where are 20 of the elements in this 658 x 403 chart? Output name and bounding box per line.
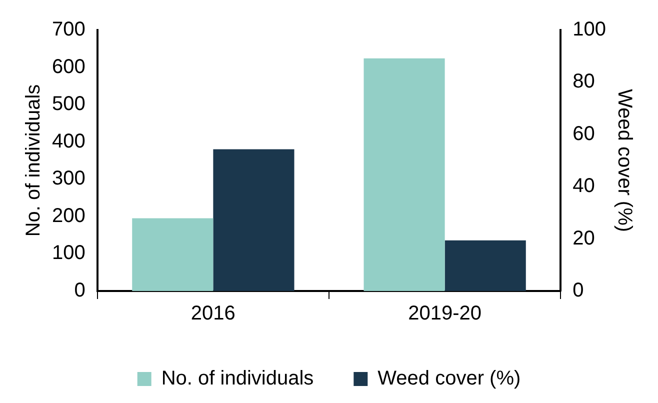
x-tick-label: 2016: [190, 302, 236, 325]
y2-tick-label: 40: [572, 175, 595, 198]
y-tick-label: 300: [52, 168, 86, 190]
y2-tick-label: 80: [572, 70, 595, 93]
y-tick-label: 600: [52, 56, 86, 78]
legend-label: Weed cover (%): [378, 368, 521, 390]
y-tick-label: 200: [52, 204, 86, 227]
y2-tick-label: 20: [572, 227, 595, 250]
y2-tick-label: 100: [572, 18, 606, 41]
y-tick-label: 0: [74, 280, 86, 302]
y-tick-label: 400: [52, 130, 86, 152]
legend-label: No. of individuals: [161, 368, 314, 390]
y-tick-label: 700: [52, 18, 86, 41]
y2-axis-title: Weed cover (%): [613, 88, 636, 232]
y2-tick-label: 0: [572, 280, 584, 302]
y-axis-title: No. of individuals: [22, 84, 45, 237]
y-tick-label: 500: [52, 93, 86, 116]
y-tick-label: 100: [52, 242, 86, 264]
y2-tick-label: 60: [572, 122, 595, 145]
x-tick-label: 2019-20: [408, 302, 482, 325]
